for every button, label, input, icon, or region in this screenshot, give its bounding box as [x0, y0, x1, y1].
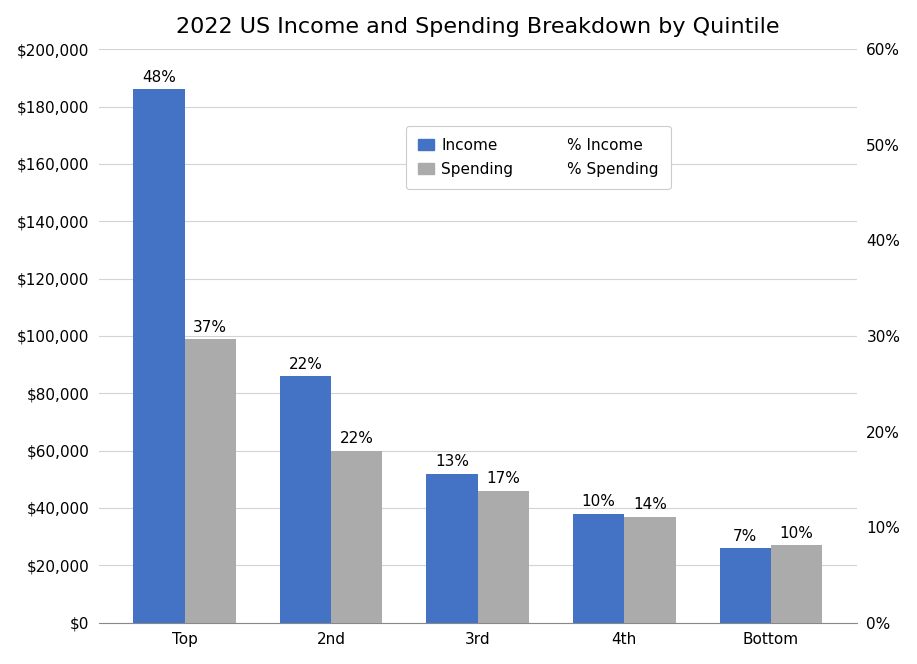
Text: 22%: 22% [340, 432, 374, 446]
Bar [771, 545, 823, 623]
Bar [573, 514, 624, 623]
Bar [331, 451, 382, 623]
Text: 17%: 17% [486, 471, 520, 487]
Text: 10%: 10% [581, 495, 615, 509]
Text: 7%: 7% [733, 529, 757, 544]
Bar [280, 376, 331, 623]
Title: 2022 US Income and Spending Breakdown by Quintile: 2022 US Income and Spending Breakdown by… [176, 17, 779, 37]
Text: 37%: 37% [193, 319, 227, 335]
Text: 14%: 14% [633, 497, 667, 512]
Bar [426, 473, 478, 623]
Bar [720, 548, 771, 623]
Text: 13%: 13% [435, 454, 470, 469]
Text: 22%: 22% [289, 357, 323, 372]
Bar [624, 517, 676, 623]
Text: 10%: 10% [779, 526, 813, 541]
Bar [133, 90, 184, 623]
Legend: Income, Spending, % Income, % Spending: Income, Spending, % Income, % Spending [406, 125, 670, 189]
Bar [184, 339, 236, 623]
Bar [478, 491, 529, 623]
Text: 48%: 48% [142, 70, 176, 85]
